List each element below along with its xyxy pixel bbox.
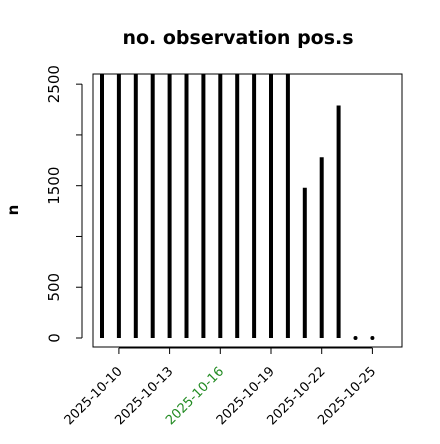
y-axis: 0 500 1500 2500 <box>45 65 83 343</box>
y-tick-label-0: 0 <box>45 333 63 343</box>
point-2025-10-25 <box>370 336 375 340</box>
chart-title: no. observation pos.s <box>122 27 353 49</box>
plot-frame <box>92 73 403 348</box>
y-tick-label-2500: 2500 <box>45 65 63 103</box>
bars-layer <box>100 74 375 340</box>
x-axis: 2025-10-102025-10-132025-10-162025-10-19… <box>62 347 379 428</box>
y-tick-label-500: 500 <box>45 273 63 302</box>
y-tick-label-1500: 1500 <box>45 167 63 205</box>
point-2025-10-24 <box>353 336 358 340</box>
y-axis-label: n <box>4 205 22 216</box>
